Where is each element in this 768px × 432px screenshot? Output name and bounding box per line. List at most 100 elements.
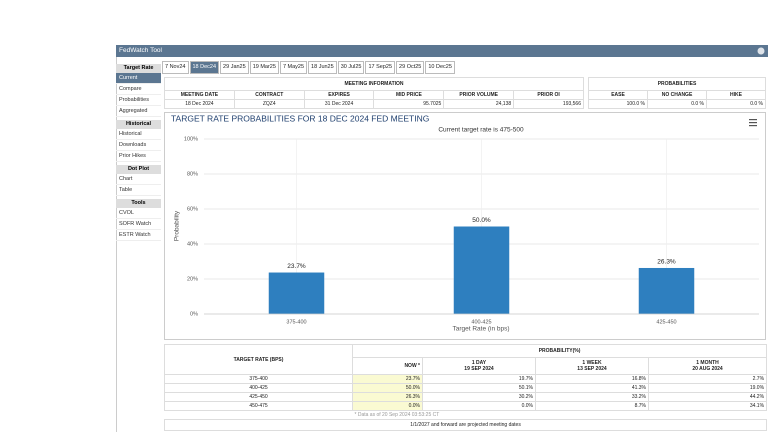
sidebar-item[interactable]: Current	[116, 73, 161, 84]
tab[interactable]: 29 Jan25	[220, 61, 249, 74]
cell: 50.1%	[422, 383, 536, 393]
tab[interactable]: 7 Nov24	[162, 61, 189, 74]
cell: 375-400	[164, 374, 353, 384]
cell: 0.0 %	[647, 99, 707, 109]
probability-table: TARGET RATE (BPS) PROBABILITY(%) NOW * 1 DA…	[163, 344, 768, 431]
sidebar-item[interactable]: SOFR Watch	[116, 219, 161, 230]
cell: 193,566	[513, 99, 584, 109]
cell: 23.7%	[352, 374, 423, 384]
x-tick-label: 375-400	[286, 319, 306, 325]
cell: 31 Dec 2024	[303, 99, 375, 109]
data-label: 23.7%	[287, 263, 306, 270]
sidebar-item[interactable]: Chart	[116, 174, 161, 185]
column-header: 1 WEEK 13 SEP 2024	[535, 357, 649, 375]
value-row: 18 Dec 2024 ZQZ4 31 Dec 2024 95.7025 24,138 1…	[164, 99, 584, 109]
sidebar-heading: Historical	[116, 120, 161, 129]
twitter-icon[interactable]	[757, 47, 765, 55]
menu-icon[interactable]	[749, 119, 757, 127]
table-row: 400-425 50.0% 50.1% 41.3% 19.0%	[164, 383, 768, 393]
y-axis-label: Probability	[174, 210, 181, 241]
x-tick-label: 425-450	[656, 319, 676, 325]
cell: 26.3%	[352, 392, 423, 402]
sidebar-item[interactable]: Compare	[116, 84, 161, 95]
sidebar-item[interactable]: Downloads	[116, 140, 161, 151]
bar	[268, 272, 325, 314]
column-header: MID PRICE	[373, 90, 445, 100]
sidebar-item[interactable]: Probabilities	[116, 95, 161, 106]
column-date: 19 SEP 2024	[464, 366, 494, 372]
cell: 33.2%	[535, 392, 649, 402]
tab[interactable]: 19 Mar25	[249, 61, 279, 74]
cell: 18 Dec 2024	[164, 99, 235, 109]
group-header: PROBABILITY(%)	[351, 344, 768, 358]
value-row: 100.0 % 0.0 % 0.0 %	[588, 99, 766, 109]
y-tick-label: 0%	[190, 311, 198, 317]
cell: 100.0 %	[588, 99, 648, 109]
sidebar: Target Rate Current Compare Probabilities Ag…	[116, 61, 161, 241]
y-tick-label: 40%	[187, 241, 198, 247]
data-label: 26.3%	[657, 259, 676, 266]
meeting-info-table: MEETING INFORMATION MEETING DATE CONTRACT E…	[164, 77, 584, 109]
sidebar-heading: Dot Plot	[116, 165, 161, 174]
column-header: PRIOR VOLUME	[443, 90, 515, 100]
tab[interactable]: 17 Sep25	[365, 61, 396, 74]
bar	[453, 226, 510, 314]
chart: TARGET RATE PROBABILITIES FOR 18 DEC 202…	[171, 113, 759, 333]
sidebar-item[interactable]: Historical	[116, 129, 161, 140]
header-row: EASE NO CHANGE HIKE	[588, 90, 766, 100]
footer-row: 1/1/2027 and forward are projected meeti…	[163, 419, 768, 431]
panel	[116, 57, 768, 432]
tab[interactable]: 18 Jun25	[308, 61, 337, 74]
group-header-row: TARGET RATE (BPS) PROBABILITY(%)	[164, 344, 768, 375]
cell: ZQZ4	[233, 99, 305, 109]
cell: 400-425	[164, 383, 353, 393]
sidebar-item[interactable]: Aggregated	[116, 106, 161, 117]
cell: 8.7%	[535, 401, 649, 411]
column-label: 1 WEEK	[582, 360, 602, 366]
sidebar-item[interactable]: Table	[116, 185, 161, 196]
sidebar-item[interactable]: Prior Hikes	[116, 151, 161, 162]
chart-title: TARGET RATE PROBABILITIES FOR 18 DEC 202…	[171, 113, 429, 123]
x-axis-label: Target Rate (in bps)	[452, 326, 509, 333]
column-header: CONTRACT	[233, 90, 305, 100]
column-header: NOW *	[352, 357, 423, 375]
y-tick-label: 20%	[187, 276, 198, 282]
cell: 44.2%	[647, 392, 768, 402]
tab[interactable]: 10 Dec25	[425, 61, 455, 74]
header-row: MEETING DATE CONTRACT EXPIRES MID PRICE PRIO…	[164, 90, 584, 100]
cell: 30.2%	[422, 392, 536, 402]
cell: 2.7%	[647, 374, 768, 384]
column-label: 1 DAY	[471, 360, 487, 366]
cell: 19.7%	[422, 374, 536, 384]
x-tick-label: 400-425	[471, 319, 491, 325]
tab[interactable]: 7 May25	[279, 61, 308, 74]
cell: 450-475	[164, 401, 353, 411]
sidebar-heading: Tools	[116, 199, 161, 208]
column-label: 1 MONTH	[696, 360, 719, 366]
column-header: PRIOR OI	[513, 90, 584, 100]
column-date: 13 SEP 2024	[577, 366, 607, 372]
cell: 41.3%	[535, 383, 649, 393]
cell: 24,138	[443, 99, 515, 109]
y-tick-label: 80%	[187, 171, 198, 177]
title-row: PROBABILITIES	[588, 77, 766, 91]
tab[interactable]: 29 Oct25	[396, 61, 425, 74]
tab[interactable]: 18 Dec24	[189, 61, 220, 74]
cell: 19.0%	[647, 383, 768, 393]
table-title: MEETING INFORMATION	[164, 77, 584, 91]
cell: 95.7025	[373, 99, 445, 109]
sidebar-item[interactable]: CVOL	[116, 208, 161, 219]
note-row: * Data as of 20 Sep 2024 03:53:25 CT	[165, 411, 767, 420]
data-label: 50.0%	[472, 217, 491, 224]
probabilities-table: PROBABILITIES EASE NO CHANGE HIKE 100.0 % 0.0…	[588, 77, 766, 109]
note: * Data as of 20 Sep 2024 03:53:25 CT	[354, 412, 440, 418]
table-row: 375-400 23.7% 19.7% 16.8% 2.7%	[164, 374, 768, 384]
sidebar-item[interactable]: ESTR Watch	[116, 230, 161, 241]
column-header: 1 MONTH 20 AUG 2024	[647, 357, 768, 375]
cell: 425-450	[164, 392, 353, 402]
cell: 16.8%	[535, 374, 649, 384]
row-header: TARGET RATE (BPS)	[164, 344, 353, 375]
footer: 1/1/2027 and forward are projected meeti…	[163, 419, 768, 431]
tab[interactable]: 30 Jul25	[337, 61, 365, 74]
